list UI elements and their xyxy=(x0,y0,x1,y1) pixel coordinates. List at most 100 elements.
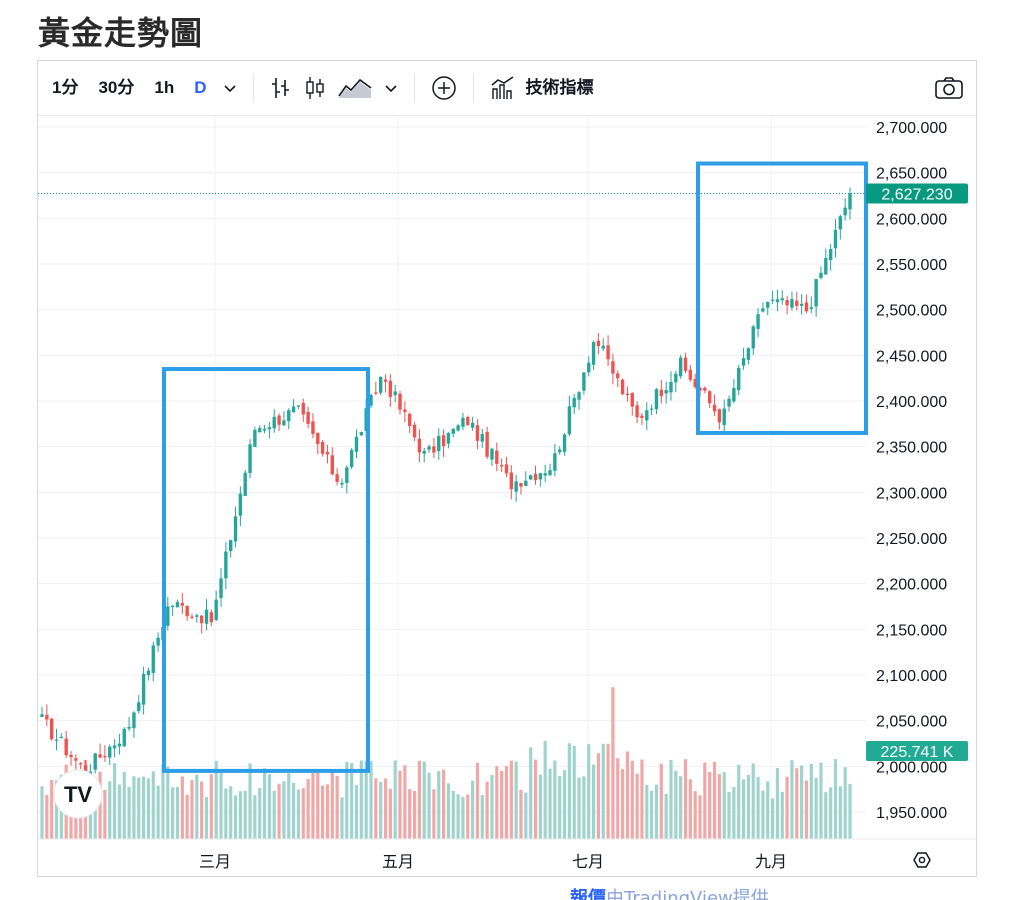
candle-body xyxy=(393,391,397,396)
candle-body xyxy=(495,450,499,464)
chevron-down-icon[interactable] xyxy=(378,61,404,115)
candle xyxy=(199,615,204,634)
interval-1h-button[interactable]: 1h xyxy=(154,78,175,97)
candle xyxy=(103,745,107,762)
candle-body xyxy=(209,612,214,623)
volume-bar xyxy=(117,784,122,839)
toolbar-divider xyxy=(472,74,474,102)
candle xyxy=(287,408,291,430)
candle-body xyxy=(809,307,813,309)
candle-body xyxy=(756,314,760,329)
candle-body xyxy=(780,298,784,301)
volume-bar xyxy=(224,788,228,839)
candle xyxy=(461,412,465,431)
candle xyxy=(146,667,151,681)
interval-d-button[interactable]: D xyxy=(194,78,207,97)
candle-body xyxy=(698,387,702,391)
candle xyxy=(732,379,736,404)
candle-body xyxy=(625,393,630,395)
candle-body xyxy=(229,540,233,552)
candle xyxy=(233,506,238,548)
candle xyxy=(504,457,509,478)
add-compare-icon[interactable] xyxy=(425,61,463,115)
candle-body xyxy=(514,481,518,492)
candle-body xyxy=(170,605,175,608)
volume-bar xyxy=(354,785,359,839)
price-chart[interactable]: 2,700.000 2,650.000 2,600.000 2,550.000 2,50… xyxy=(38,115,976,876)
tradingview-logo[interactable]: TV xyxy=(53,769,103,819)
volume-bar xyxy=(369,761,373,839)
indicators-icon[interactable] xyxy=(484,61,522,115)
price-tick-label: 1,950.000 xyxy=(876,805,947,822)
volume-bar xyxy=(659,763,663,839)
price-tick-label: 2,050.000 xyxy=(876,714,947,731)
candle xyxy=(74,754,78,770)
candle xyxy=(548,463,552,476)
candle-body xyxy=(412,424,417,438)
candle xyxy=(262,424,267,434)
volume-bar xyxy=(587,744,591,839)
candle-body xyxy=(141,673,146,705)
candle-body xyxy=(427,446,431,450)
volume-bar xyxy=(567,743,571,839)
time-tick-label: 九月 xyxy=(755,853,787,871)
candle-body xyxy=(572,397,576,408)
candle-body xyxy=(814,279,818,307)
candle-body xyxy=(761,308,765,312)
candle-body xyxy=(291,406,296,413)
volume-bar xyxy=(272,790,276,839)
bar-style-icon[interactable] xyxy=(264,61,298,115)
area-style-icon[interactable] xyxy=(332,61,378,115)
volume-bar xyxy=(843,767,847,839)
volume-bar xyxy=(616,758,620,839)
candle-body xyxy=(195,615,199,617)
volume-bar xyxy=(335,775,339,839)
candle-body xyxy=(378,376,383,393)
candle-body xyxy=(707,391,712,404)
candle-body xyxy=(838,216,843,230)
candle-body xyxy=(524,480,528,486)
volume-bar xyxy=(408,789,412,839)
interval-1m-button[interactable]: 1分 xyxy=(52,78,79,97)
camera-icon[interactable] xyxy=(928,61,976,115)
volume-bar xyxy=(108,781,112,839)
interval-30m-button[interactable]: 30分 xyxy=(98,78,135,97)
candle xyxy=(398,390,402,415)
candle xyxy=(170,605,175,617)
volume-bar xyxy=(775,768,780,839)
volume-bar xyxy=(98,771,102,839)
candle-body xyxy=(340,482,344,485)
price-tick-label: 2,200.000 xyxy=(876,577,947,594)
svg-text:225.741 K: 225.741 K xyxy=(881,744,954,761)
volume-bar xyxy=(262,768,267,839)
candle xyxy=(562,433,567,456)
candle xyxy=(417,429,422,463)
candle-body xyxy=(543,473,547,476)
candle xyxy=(712,394,717,416)
candle-style-icon[interactable] xyxy=(298,61,332,115)
candle-body xyxy=(620,379,625,395)
candle xyxy=(132,711,136,738)
volume-bar xyxy=(548,768,552,839)
candle xyxy=(49,717,54,741)
highlight-boxes xyxy=(162,161,868,773)
time-axis-settings-icon[interactable] xyxy=(913,852,931,868)
candle xyxy=(611,353,615,385)
candle xyxy=(214,590,218,622)
candle xyxy=(446,432,451,449)
candle-body xyxy=(640,415,644,418)
volume-bar xyxy=(766,781,770,839)
candle-body xyxy=(238,493,243,516)
quotes-link[interactable]: 報價 xyxy=(570,888,606,900)
candle xyxy=(795,291,799,311)
volume-bar xyxy=(374,778,378,839)
candle-body xyxy=(451,428,455,434)
indicators-button[interactable]: 技術指標 xyxy=(525,78,594,97)
candle xyxy=(770,290,775,304)
volume-bar xyxy=(233,795,238,839)
volume-bar xyxy=(543,740,547,839)
volume-bar xyxy=(127,786,131,839)
chevron-down-icon[interactable] xyxy=(217,61,243,115)
page-title: 黃金走勢圖 xyxy=(38,14,204,52)
candle xyxy=(678,354,683,379)
